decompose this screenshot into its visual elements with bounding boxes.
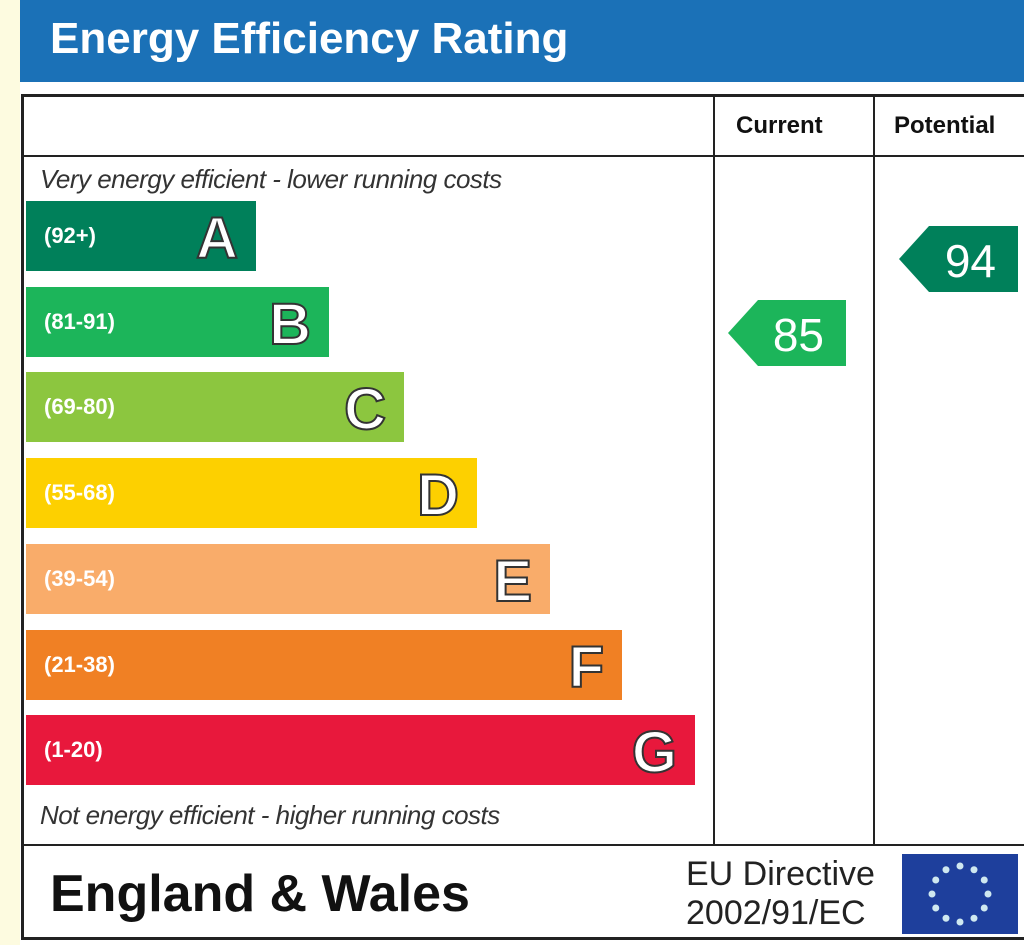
flag-star (980, 876, 988, 884)
current-rating-arrow: 85 (728, 299, 846, 366)
flag-star (928, 890, 936, 898)
top-note: Very energy efficient - lower running co… (40, 164, 502, 194)
band-letter: B (268, 291, 312, 358)
flag-star (932, 876, 940, 884)
flag-star (942, 866, 950, 874)
flag-star (970, 914, 978, 922)
band-f: (21-38) F (26, 629, 622, 701)
band-c: (69-80) C (26, 372, 404, 443)
directive-line-2: 2002/91/EC (686, 894, 866, 932)
band-range: (39-54) (44, 565, 115, 591)
band-d: (55-68) D (26, 458, 477, 529)
band-letter: F (568, 634, 605, 701)
flag-star (932, 904, 940, 912)
band-range: (1-20) (44, 737, 103, 763)
band-range: (55-68) (44, 480, 115, 506)
left-border-strip (0, 0, 20, 945)
flag-star (970, 866, 978, 874)
region-label: England & Wales (50, 865, 470, 923)
band-range: (92+) (44, 223, 96, 248)
band-b: (81-91) B (26, 286, 329, 358)
column-header-current: Current (736, 112, 823, 139)
band-range: (21-38) (44, 651, 115, 677)
band-letter: D (416, 462, 460, 529)
eu-flag-icon (902, 854, 1018, 934)
bottom-note: Not energy efficient - higher running co… (40, 800, 500, 830)
column-header-potential: Potential (894, 112, 996, 139)
column-divider (713, 94, 715, 846)
band-e: (39-54) E (26, 543, 550, 615)
band-g: (1-20) G (26, 715, 695, 786)
title-bar: Energy Efficiency Rating (20, 0, 1024, 82)
header-divider (21, 155, 1024, 157)
chart-title: Energy Efficiency Rating (50, 14, 569, 63)
rating-table (21, 94, 1024, 940)
current-rating-value: 85 (772, 308, 824, 361)
band-range: (69-80) (44, 394, 115, 420)
flag-star (942, 914, 950, 922)
band-letter: A (195, 205, 239, 272)
band-a: (92+) A (26, 201, 256, 272)
potential-rating-value: 94 (944, 235, 996, 287)
band-letter: E (492, 548, 533, 615)
flag-star (956, 918, 964, 926)
directive-line-1: EU Directive (686, 855, 875, 893)
column-divider (873, 94, 875, 846)
flag-star (956, 862, 964, 870)
footer-divider (21, 844, 1024, 846)
band-range: (81-91) (44, 308, 115, 334)
potential-rating-arrow: 94 (899, 226, 1018, 292)
flag-star (984, 890, 992, 898)
band-letter: C (343, 376, 387, 443)
band-letter: G (631, 719, 678, 786)
flag-star (980, 904, 988, 912)
